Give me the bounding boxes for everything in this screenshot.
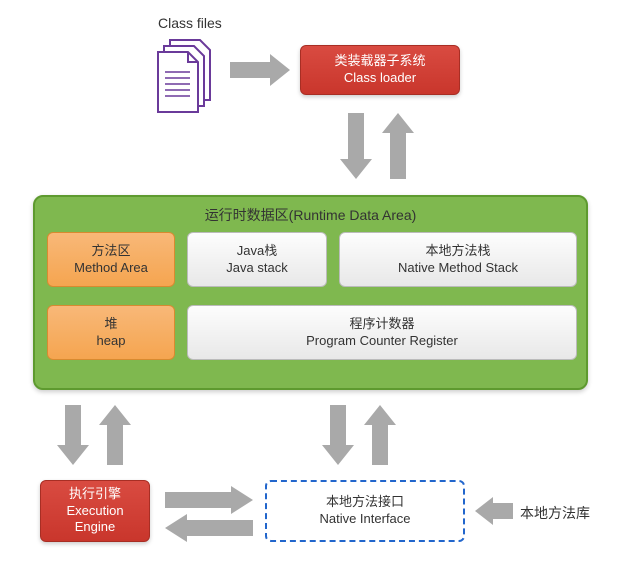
method-area-cn: 方法区 — [91, 243, 130, 260]
arrow-rt-ee-up — [97, 400, 133, 470]
classfiles-icon — [148, 38, 218, 121]
heap-cn: 堆 — [104, 316, 117, 333]
native-stack-cn: 本地方法栈 — [425, 243, 490, 260]
exec-engine-cn: 执行引擎 — [69, 486, 121, 503]
arrow-lib-to-ni — [470, 496, 518, 526]
exec-engine-en2: Engine — [75, 519, 115, 536]
exec-engine-en: Execution — [66, 503, 123, 520]
arrow-rt-ni-down — [320, 400, 356, 470]
arrow-cl-down — [338, 108, 374, 186]
classloader-box: 类装载器子系统 Class loader — [300, 45, 460, 95]
java-stack-box: Java栈 Java stack — [187, 232, 327, 287]
java-stack-cn: Java栈 — [237, 243, 277, 260]
arrow-rt-ni-up — [362, 400, 398, 470]
native-iface-cn: 本地方法接口 — [326, 494, 404, 511]
classfiles-label: Class files — [158, 15, 222, 31]
exec-engine-box: 执行引擎 Execution Engine — [40, 480, 150, 542]
heap-en: heap — [97, 333, 126, 350]
arrow-rt-ee-down — [55, 400, 91, 470]
native-stack-en: Native Method Stack — [398, 260, 518, 277]
arrow-ee-ni-right — [160, 485, 258, 515]
native-stack-box: 本地方法栈 Native Method Stack — [339, 232, 577, 287]
native-iface-box: 本地方法接口 Native Interface — [265, 480, 465, 542]
native-lib-label: 本地方法库 — [520, 503, 590, 523]
pcr-box: 程序计数器 Program Counter Register — [187, 305, 577, 360]
pcr-cn: 程序计数器 — [349, 316, 414, 333]
classloader-en: Class loader — [344, 70, 416, 87]
pcr-en: Program Counter Register — [306, 333, 458, 350]
arrow-cl-up — [380, 108, 416, 186]
arrow-ee-ni-left — [160, 513, 258, 543]
method-area-en: Method Area — [74, 260, 148, 277]
java-stack-en: Java stack — [226, 260, 287, 277]
arrow-files-to-classloader — [225, 50, 297, 90]
runtime-title: 运行时数据区(Runtime Data Area) — [35, 205, 586, 225]
heap-box: 堆 heap — [47, 305, 175, 360]
method-area-box: 方法区 Method Area — [47, 232, 175, 287]
runtime-panel: 运行时数据区(Runtime Data Area) 方法区 Method Are… — [33, 195, 588, 390]
classloader-cn: 类装载器子系统 — [334, 53, 425, 70]
native-iface-en: Native Interface — [319, 511, 410, 528]
